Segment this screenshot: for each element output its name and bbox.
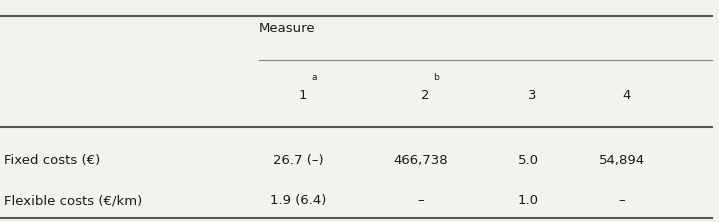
Text: Flexible costs (€/km): Flexible costs (€/km) <box>4 194 142 207</box>
Text: 5.0: 5.0 <box>518 155 539 167</box>
Text: b: b <box>434 73 439 82</box>
Text: 2: 2 <box>421 89 429 102</box>
Text: 4: 4 <box>622 89 631 102</box>
Text: 1.9 (6.4): 1.9 (6.4) <box>270 194 326 207</box>
Text: 466,738: 466,738 <box>393 155 448 167</box>
Text: 54,894: 54,894 <box>599 155 645 167</box>
Text: –: – <box>417 194 424 207</box>
Text: 26.7 (–): 26.7 (–) <box>273 155 324 167</box>
Text: 1: 1 <box>298 89 307 102</box>
Text: –: – <box>618 194 626 207</box>
Text: Measure: Measure <box>259 22 316 35</box>
Text: a: a <box>311 73 317 82</box>
Text: 1.0: 1.0 <box>518 194 539 207</box>
Text: 3: 3 <box>528 89 537 102</box>
Text: Fixed costs (€): Fixed costs (€) <box>4 155 100 167</box>
